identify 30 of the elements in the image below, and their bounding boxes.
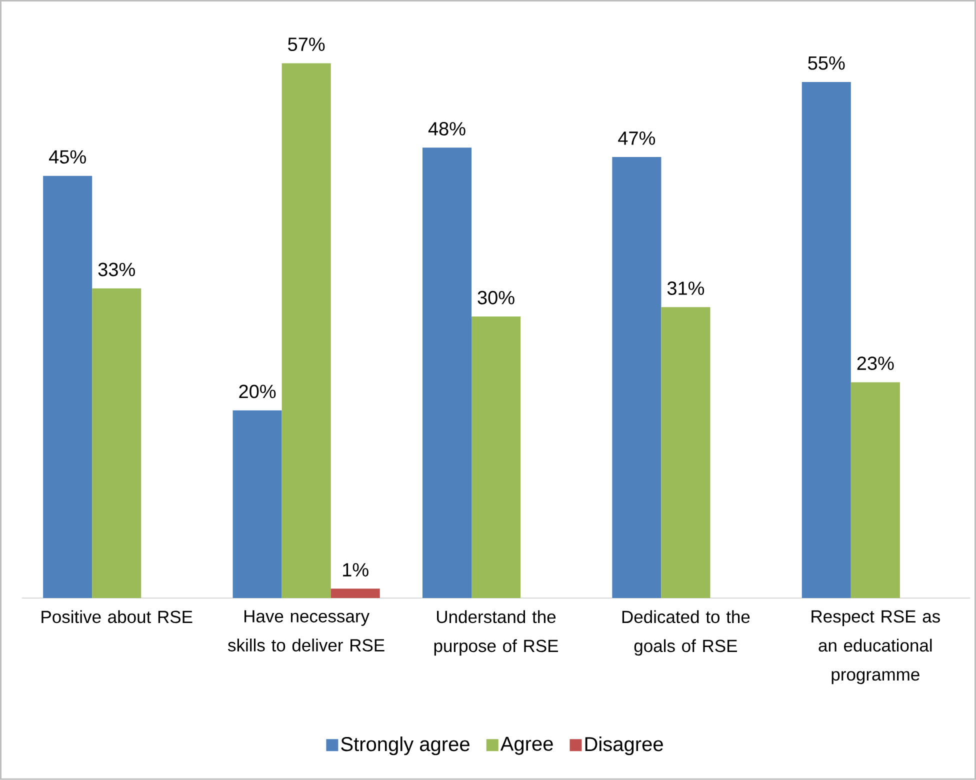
x-tick-label: Understand the purpose of RSE (434, 610, 558, 656)
bar (422, 148, 472, 598)
bar (92, 288, 142, 598)
bar (472, 316, 521, 598)
data-label: 1% (343, 563, 368, 577)
data-label: 23% (857, 356, 894, 370)
bar (232, 410, 282, 598)
bar (802, 82, 851, 598)
data-label: 33% (98, 262, 135, 276)
data-label: 48% (428, 122, 466, 136)
bar (282, 63, 331, 598)
data-label: 57% (288, 38, 325, 52)
bar (612, 157, 662, 598)
x-tick-label: Positive about RSE (42, 610, 192, 624)
bar (330, 588, 380, 598)
legend-label: Agree (500, 736, 553, 755)
bar (43, 176, 92, 598)
data-label: 55% (808, 56, 845, 70)
legend-label: Disagree (585, 736, 663, 756)
x-tick-label: Have necessary skills to deliver RSE (228, 610, 384, 652)
x-tick-label: Dedicated to the goals of RSE (622, 610, 750, 656)
data-label: 45% (49, 150, 86, 164)
data-label: 47% (618, 132, 656, 145)
data-label: 20% (239, 384, 276, 398)
legend-label: Strongly agree (341, 736, 470, 756)
data-label: 31% (667, 282, 704, 296)
x-tick-label: Respect RSE as an educational programme (812, 610, 940, 684)
bar (850, 382, 900, 598)
bar (661, 307, 710, 598)
data-label: 30% (478, 290, 514, 304)
